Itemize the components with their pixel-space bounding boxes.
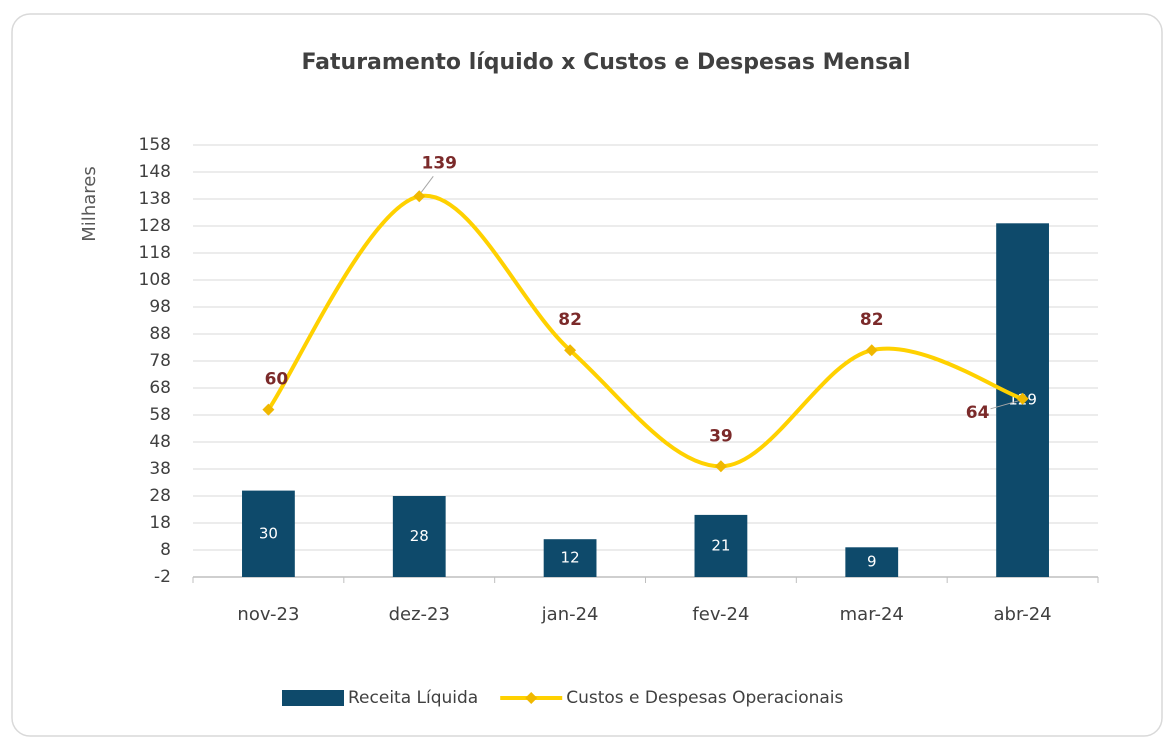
y-tick-label: 58 xyxy=(149,405,171,425)
y-tick-label: -2 xyxy=(154,567,171,587)
marker xyxy=(1016,392,1029,405)
y-tick-label: 48 xyxy=(149,432,171,452)
x-tick-label: abr-24 xyxy=(994,604,1052,625)
bar xyxy=(694,514,748,577)
y-tick-label: 38 xyxy=(149,459,171,479)
y-tick-label: 28 xyxy=(149,486,171,506)
y-tick-label: 138 xyxy=(139,189,171,209)
bar xyxy=(392,496,446,577)
bar xyxy=(845,547,899,577)
chart-title: Faturamento líquido x Custos e Despesas … xyxy=(301,50,910,75)
marker xyxy=(262,403,275,416)
bar xyxy=(543,539,597,577)
card xyxy=(11,13,1163,737)
y-tick-label: 18 xyxy=(149,513,171,533)
bar xyxy=(242,490,295,577)
line-label: 139 xyxy=(422,153,458,173)
line-label: 82 xyxy=(558,310,582,330)
y-axis-title: Milhares xyxy=(79,166,100,241)
leader-line xyxy=(420,176,434,193)
x-tick-label: dez-23 xyxy=(389,604,450,625)
line-label: 82 xyxy=(860,310,884,330)
marker xyxy=(865,344,878,357)
marker xyxy=(564,344,577,357)
x-tick-label: fev-24 xyxy=(692,604,749,625)
bar-label: 9 xyxy=(867,553,877,571)
y-tick-label: 128 xyxy=(139,216,171,236)
line-label: 60 xyxy=(265,370,289,390)
y-tick-label: 98 xyxy=(149,297,171,317)
y-tick-label: 88 xyxy=(149,324,171,344)
x-tick-label: jan-24 xyxy=(541,604,599,625)
y-tick-label: 8 xyxy=(160,540,171,560)
y-tick-label: 118 xyxy=(139,243,171,263)
y-tick-label: 108 xyxy=(139,270,171,290)
y-tick-label: 158 xyxy=(139,135,171,155)
y-tick-label: 148 xyxy=(139,162,171,182)
bar-label: 30 xyxy=(259,524,278,542)
legend-swatch xyxy=(282,690,344,706)
line-label: 39 xyxy=(709,426,733,446)
leader-line xyxy=(990,400,1019,410)
bar-label: 21 xyxy=(711,536,730,554)
legend-swatch xyxy=(525,692,538,704)
y-tick-label: 78 xyxy=(149,351,171,371)
y-tick-label: 68 xyxy=(149,378,171,398)
bar-label: 12 xyxy=(561,549,580,567)
bar-label: 28 xyxy=(410,527,429,545)
legend-label: Custos e Despesas Operacionais xyxy=(566,688,843,708)
x-tick-label: mar-24 xyxy=(840,604,904,625)
marker xyxy=(714,460,727,473)
marker xyxy=(413,190,426,203)
x-tick-label: nov-23 xyxy=(237,604,299,625)
line xyxy=(266,193,1024,469)
legend-label: Receita Líquida xyxy=(348,688,478,708)
line-label: 64 xyxy=(966,403,990,423)
